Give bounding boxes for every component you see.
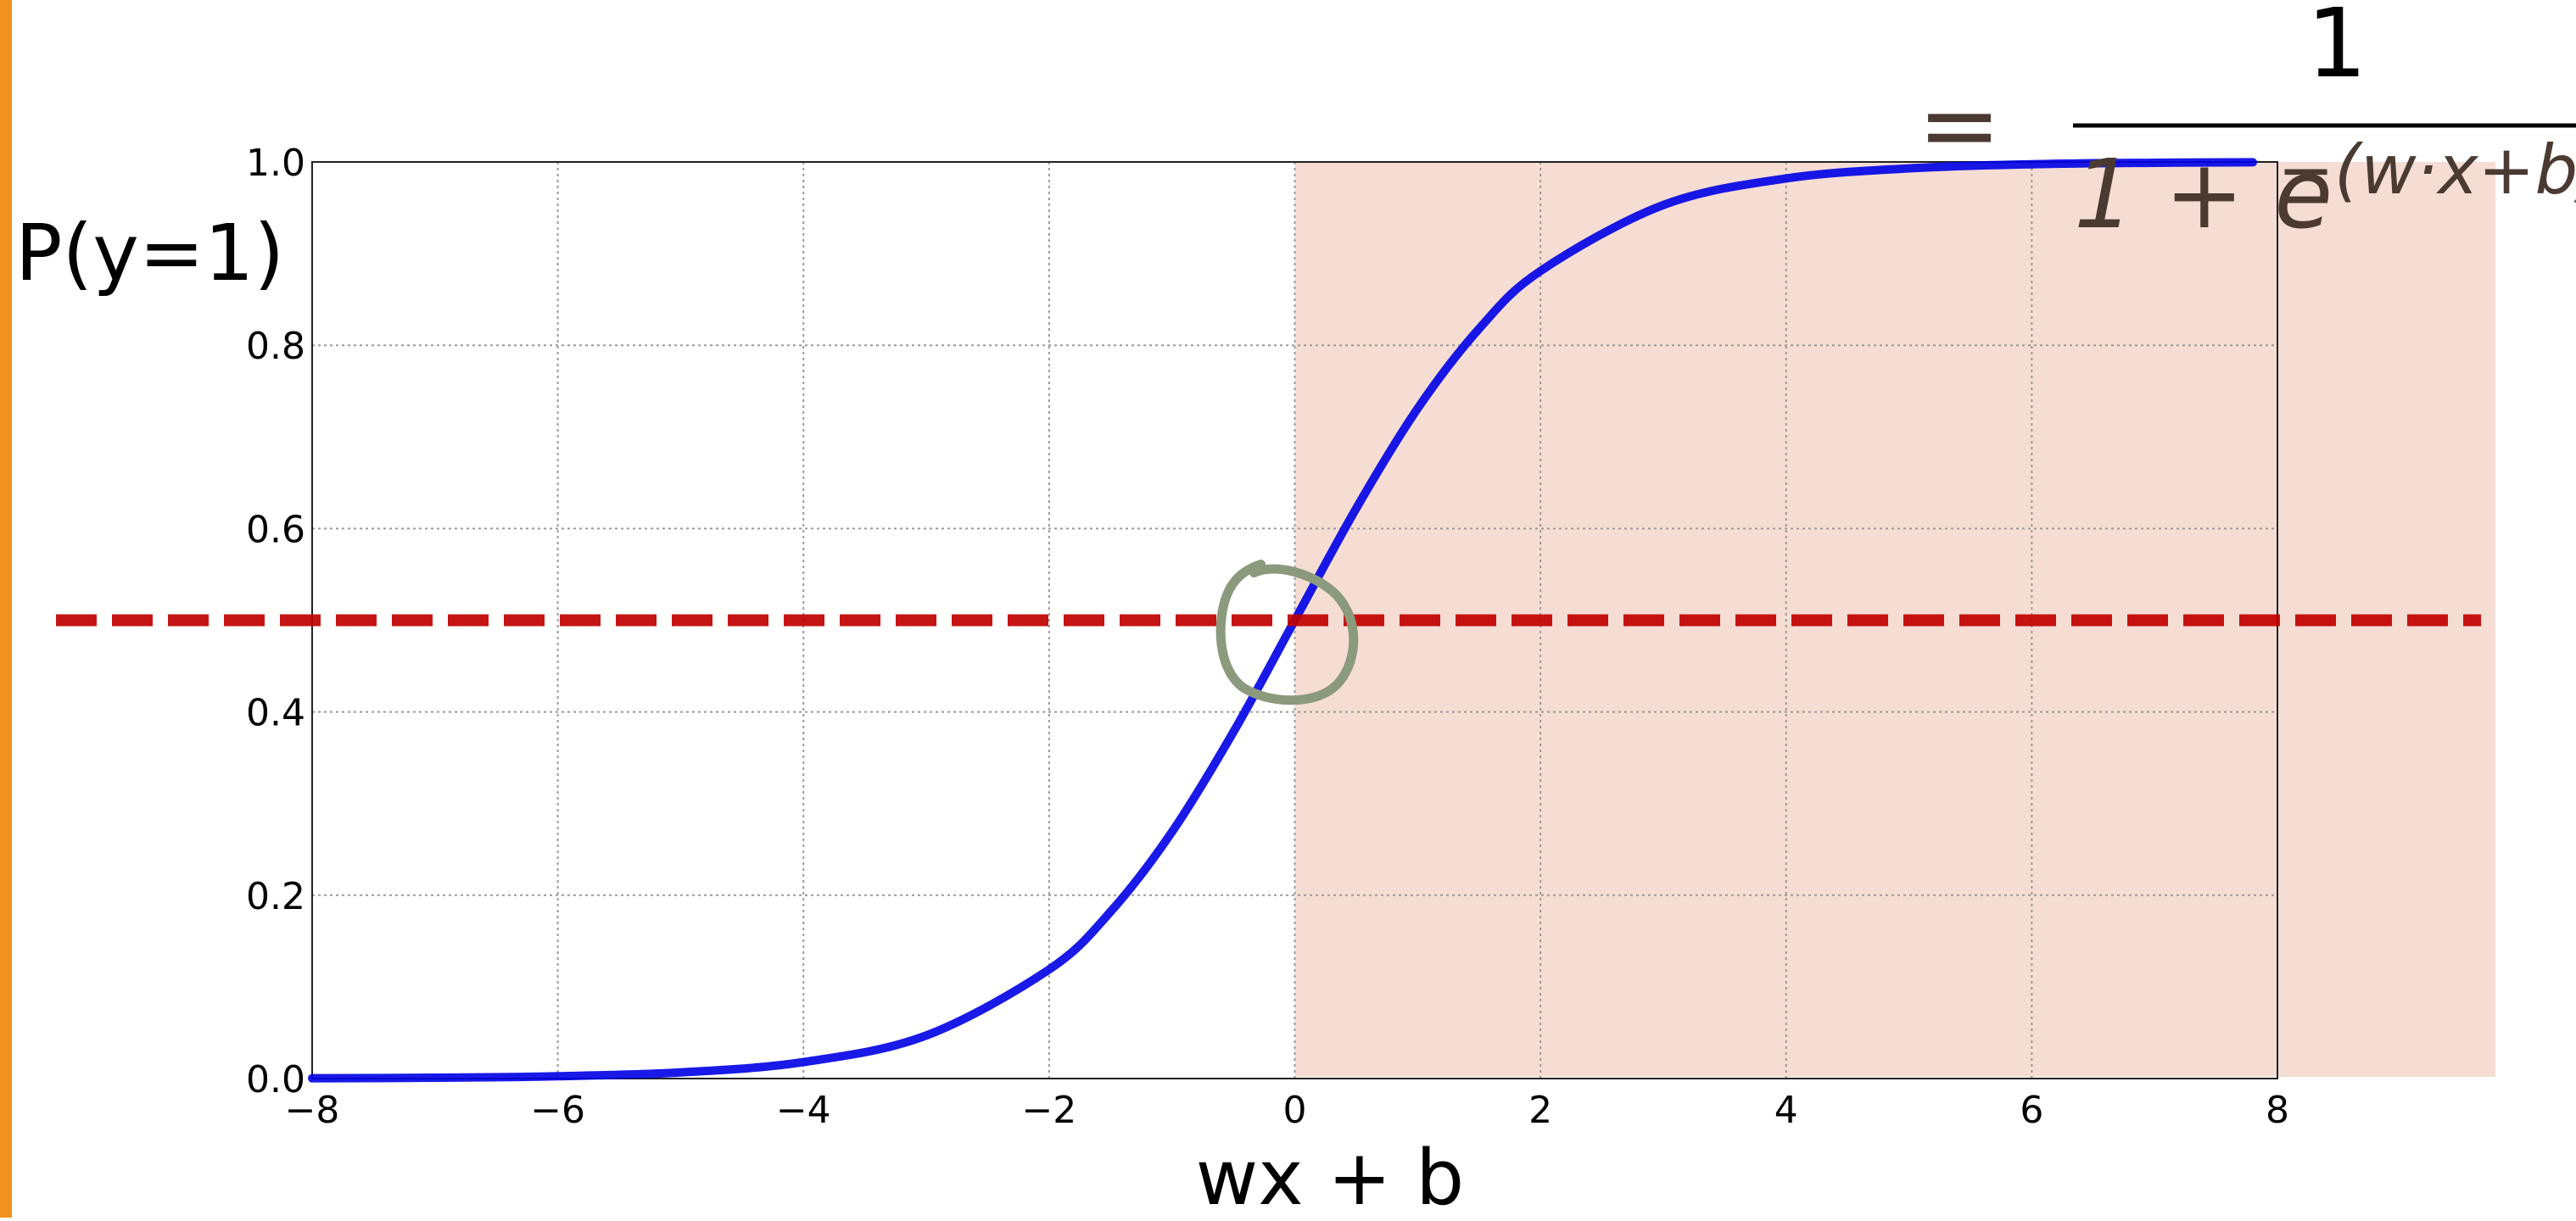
accent-bar bbox=[0, 0, 12, 1218]
x-tick-label: 0 bbox=[1283, 1089, 1307, 1132]
x-tick-label: 4 bbox=[1774, 1089, 1798, 1132]
x-tick-label: −6 bbox=[530, 1089, 585, 1132]
y-tick-label: 1.0 bbox=[246, 142, 305, 185]
x-tick-label: 6 bbox=[2020, 1089, 2043, 1132]
y-tick-label: 0.0 bbox=[246, 1058, 305, 1101]
equation-numerator: 1 bbox=[2306, 0, 2366, 99]
y-tick-label: 0.2 bbox=[246, 875, 305, 918]
y-tick-label: 0.4 bbox=[246, 692, 305, 735]
equation-denominator-base: 1 + e bbox=[2074, 140, 2333, 250]
y-tick-label: 0.6 bbox=[246, 508, 305, 551]
y-axis-label: P(y=1) bbox=[15, 208, 284, 298]
annotation-circle bbox=[1215, 560, 1359, 705]
x-tick-label: 2 bbox=[1528, 1089, 1552, 1132]
x-axis-label: wx + b bbox=[1196, 1134, 1465, 1218]
sigmoid-equation: = 1 1 + e −(w·x+b) bbox=[1918, 0, 2576, 250]
x-tick-label: −2 bbox=[1021, 1089, 1076, 1132]
x-tick-label: −8 bbox=[285, 1089, 340, 1132]
equation-equals: = bbox=[1918, 66, 2002, 183]
y-tick-label: 0.8 bbox=[246, 325, 305, 368]
x-tick-label: −4 bbox=[776, 1089, 831, 1132]
equation-denominator-exponent: −(w·x+b) bbox=[2277, 131, 2576, 209]
x-tick-label: 8 bbox=[2266, 1089, 2289, 1132]
